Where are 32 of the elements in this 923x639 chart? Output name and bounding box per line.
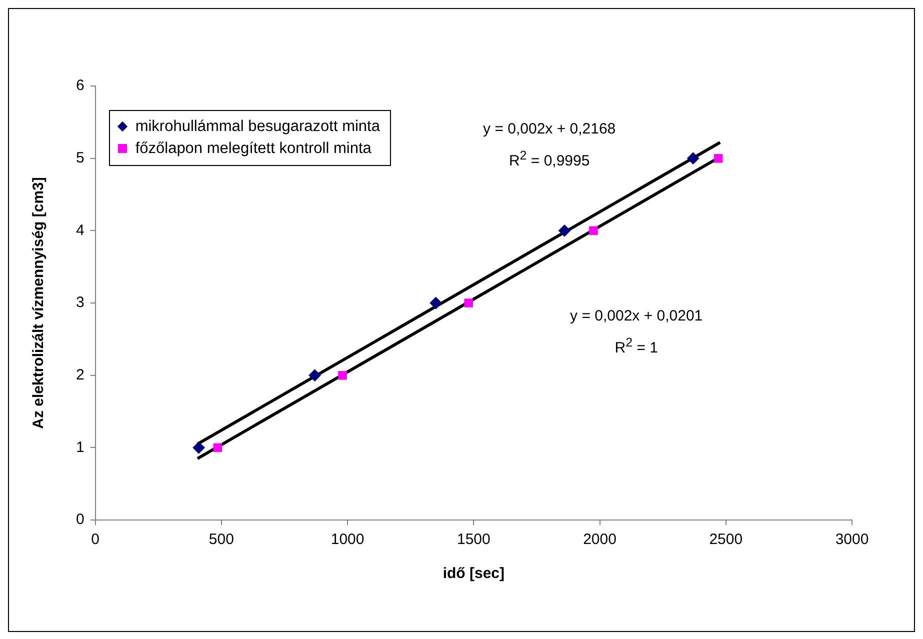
- point: [192, 442, 205, 454]
- point: [714, 154, 723, 163]
- annotation: R$^{2}$ = 0,9995: [508, 148, 590, 170]
- point: [558, 224, 570, 237]
- y-tick-label: 1: [76, 438, 84, 456]
- y-tick-label: 5: [76, 149, 84, 166]
- annotation: R$^{2}$ = 1: [614, 336, 658, 357]
- y-tick-label: 0: [76, 511, 84, 528]
- point: [308, 369, 321, 382]
- point: [430, 297, 442, 309]
- annotation: y = 0,002x + 0,0201: [570, 308, 703, 325]
- y-tick-label: 6: [76, 77, 84, 94]
- x-tick-label: 2000: [583, 531, 616, 548]
- x-tick-label: 0: [91, 531, 100, 548]
- x-tick-label: 500: [208, 531, 234, 548]
- legend-label: főzőlapon melegített kontroll minta: [135, 140, 372, 158]
- x-tick-label: 1000: [330, 531, 364, 548]
- point: [687, 152, 700, 164]
- point: [213, 443, 222, 452]
- x-tick-label: 2500: [709, 531, 743, 548]
- y-tick-label: 3: [76, 294, 84, 312]
- point: [338, 370, 347, 380]
- x-axis-title: idő [sec]: [442, 565, 505, 582]
- y-axis-title: Az elektrolizált vízmennyiség [cm3]: [30, 177, 48, 429]
- x-tick-label: 3000: [835, 531, 869, 548]
- annotation: y = 0,002x + 0,2168: [483, 120, 616, 138]
- y-tick-label: 2: [76, 366, 84, 384]
- legend-label: mikrohullámmal besugarazott minta: [135, 118, 380, 137]
- x-tick-label: 1500: [456, 531, 490, 548]
- point: [589, 226, 598, 236]
- point: [464, 298, 474, 308]
- y-tick-label: 4: [76, 222, 84, 239]
